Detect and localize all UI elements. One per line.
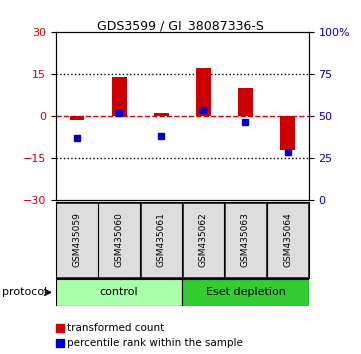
Bar xyxy=(280,116,295,149)
FancyBboxPatch shape xyxy=(140,202,182,277)
FancyBboxPatch shape xyxy=(99,202,140,277)
FancyBboxPatch shape xyxy=(225,202,266,277)
FancyBboxPatch shape xyxy=(183,202,224,277)
FancyBboxPatch shape xyxy=(56,279,182,306)
Text: control: control xyxy=(100,287,138,297)
FancyBboxPatch shape xyxy=(182,279,309,306)
Text: Eset depletion: Eset depletion xyxy=(205,287,286,297)
FancyBboxPatch shape xyxy=(56,202,97,277)
Text: protocol: protocol xyxy=(2,287,47,297)
Text: GDS3599 / GI_38087336-S: GDS3599 / GI_38087336-S xyxy=(97,19,264,33)
Bar xyxy=(70,116,84,120)
Text: GSM435061: GSM435061 xyxy=(157,212,166,267)
Text: GSM435059: GSM435059 xyxy=(73,212,82,267)
Text: transformed count: transformed count xyxy=(67,323,164,333)
Text: GSM435064: GSM435064 xyxy=(283,212,292,267)
Bar xyxy=(112,77,126,116)
Bar xyxy=(238,88,253,116)
Bar xyxy=(196,68,211,116)
Text: GSM435062: GSM435062 xyxy=(199,212,208,267)
Text: percentile rank within the sample: percentile rank within the sample xyxy=(67,338,243,348)
Bar xyxy=(154,113,169,116)
FancyBboxPatch shape xyxy=(267,202,308,277)
Text: GSM435060: GSM435060 xyxy=(115,212,123,267)
Text: GSM435063: GSM435063 xyxy=(241,212,250,267)
